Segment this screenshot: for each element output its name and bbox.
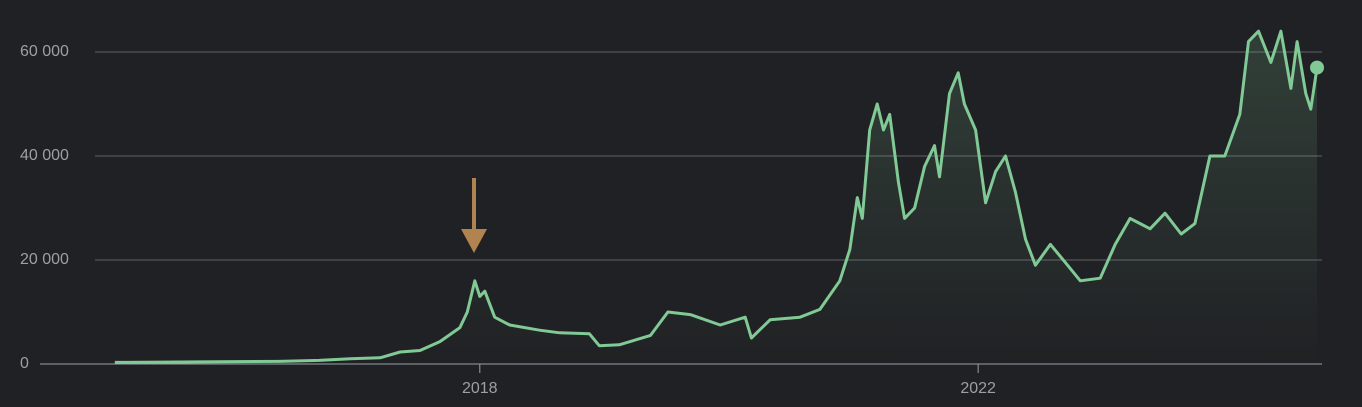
y-tick-label: 0 xyxy=(20,355,29,372)
annotation-arrow xyxy=(461,178,487,253)
price-line xyxy=(114,29,1319,364)
last-point xyxy=(1310,60,1325,75)
x-tick-label: 2022 xyxy=(960,380,996,397)
y-tick-label: 60 000 xyxy=(20,43,69,60)
y-tick-label: 40 000 xyxy=(20,147,69,164)
x-tick-label: 2018 xyxy=(462,380,498,397)
y-tick-label: 20 000 xyxy=(20,251,69,268)
line-area xyxy=(114,31,1317,364)
